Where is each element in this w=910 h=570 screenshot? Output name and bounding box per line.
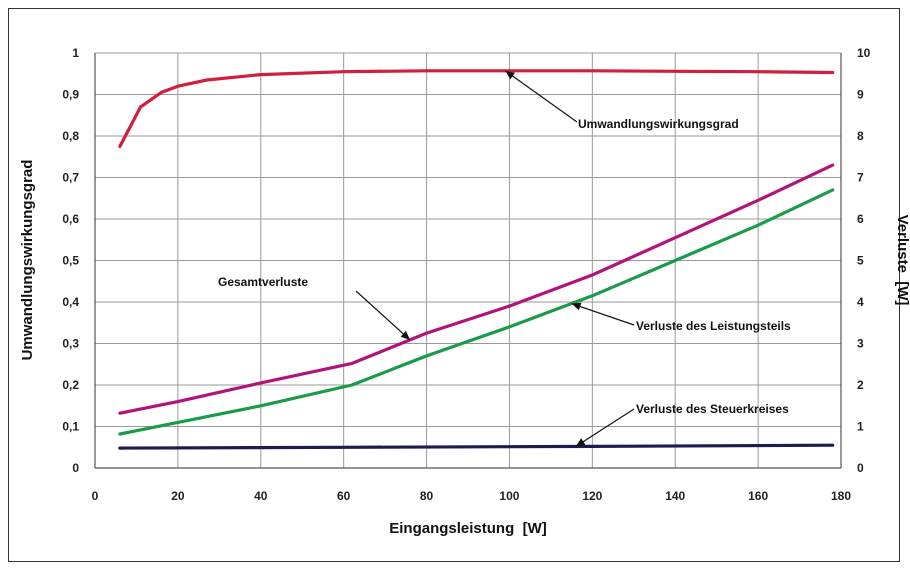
y-left-tick-label: 0,1 bbox=[62, 420, 79, 434]
annotation-label: Gesamtverluste bbox=[218, 275, 308, 289]
annotation-label: Verluste des Leistungsteils bbox=[636, 319, 791, 333]
y-left-tick-label: 0,8 bbox=[62, 129, 79, 143]
y-right-tick-label: 6 bbox=[857, 212, 864, 226]
y-right-tick-label: 3 bbox=[857, 337, 864, 351]
y-left-tick-label: 0,4 bbox=[62, 295, 79, 309]
y-left-tick-label: 0,9 bbox=[62, 88, 79, 102]
y-right-tick-label: 8 bbox=[857, 129, 864, 143]
series-line-4 bbox=[118, 443, 835, 450]
annotation-leader bbox=[355, 290, 411, 341]
y-right-axis-title: Verluste [W] bbox=[894, 215, 910, 306]
annotation-label: Umwandlungswirkungsgrad bbox=[578, 117, 739, 131]
annotation-leader bbox=[575, 408, 635, 447]
x-tick-label: 160 bbox=[748, 489, 768, 503]
y-right-tick-label: 4 bbox=[857, 295, 864, 309]
annotation-label: Verluste des Steuerkreises bbox=[636, 402, 789, 416]
y-left-tick-label: 0,6 bbox=[62, 212, 79, 226]
annotations-layer: Umwandlungswirkungsgrad Gesamtverluste Ver… bbox=[218, 70, 791, 447]
x-tick-label: 80 bbox=[420, 489, 434, 503]
series-line-2 bbox=[118, 163, 835, 415]
y-left-axis-title: Umwandlungswirkungsgrad bbox=[19, 160, 36, 361]
annotation-leader bbox=[504, 70, 578, 123]
y-right-tick-label: 9 bbox=[857, 88, 864, 102]
x-tick-label: 40 bbox=[254, 489, 268, 503]
x-tick-label: 140 bbox=[665, 489, 685, 503]
y-left-tick-label: 0 bbox=[72, 461, 79, 475]
x-tick-label: 100 bbox=[499, 489, 519, 503]
series-layer bbox=[118, 69, 835, 450]
y-right-tick-label: 7 bbox=[857, 171, 864, 185]
axes bbox=[94, 53, 842, 469]
x-tick-label: 20 bbox=[171, 489, 185, 503]
y-right-tick-label: 10 bbox=[857, 46, 871, 60]
x-tick-label: 120 bbox=[582, 489, 602, 503]
annotation-arrowhead bbox=[575, 438, 586, 447]
x-tick-label: 0 bbox=[92, 489, 99, 503]
y-left-tick-label: 0,7 bbox=[62, 171, 79, 185]
x-tick-label: 60 bbox=[337, 489, 351, 503]
tick-labels: 0 20 40 60 80 100 120 140 160 18000,10,20,30,40,5… bbox=[62, 46, 870, 503]
x-tick-label: 180 bbox=[831, 489, 851, 503]
y-left-tick-label: 0,5 bbox=[62, 254, 79, 268]
series-line-3 bbox=[118, 188, 835, 436]
y-right-tick-label: 5 bbox=[857, 254, 864, 268]
y-left-tick-label: 0,3 bbox=[62, 337, 79, 351]
x-axis-title: Eingangsleistung [W] bbox=[389, 520, 547, 537]
annotation-arrowhead bbox=[400, 330, 410, 340]
annotation-arrowhead bbox=[505, 70, 515, 80]
annotation-arrowhead bbox=[571, 302, 582, 311]
y-left-tick-label: 0,2 bbox=[62, 378, 79, 392]
annotation-leader bbox=[571, 302, 635, 326]
y-right-tick-label: 0 bbox=[857, 461, 864, 475]
y-right-tick-label: 2 bbox=[857, 378, 864, 392]
y-left-tick-label: 1 bbox=[72, 46, 79, 60]
series-line-1 bbox=[118, 69, 835, 148]
y-right-tick-label: 1 bbox=[857, 420, 864, 434]
